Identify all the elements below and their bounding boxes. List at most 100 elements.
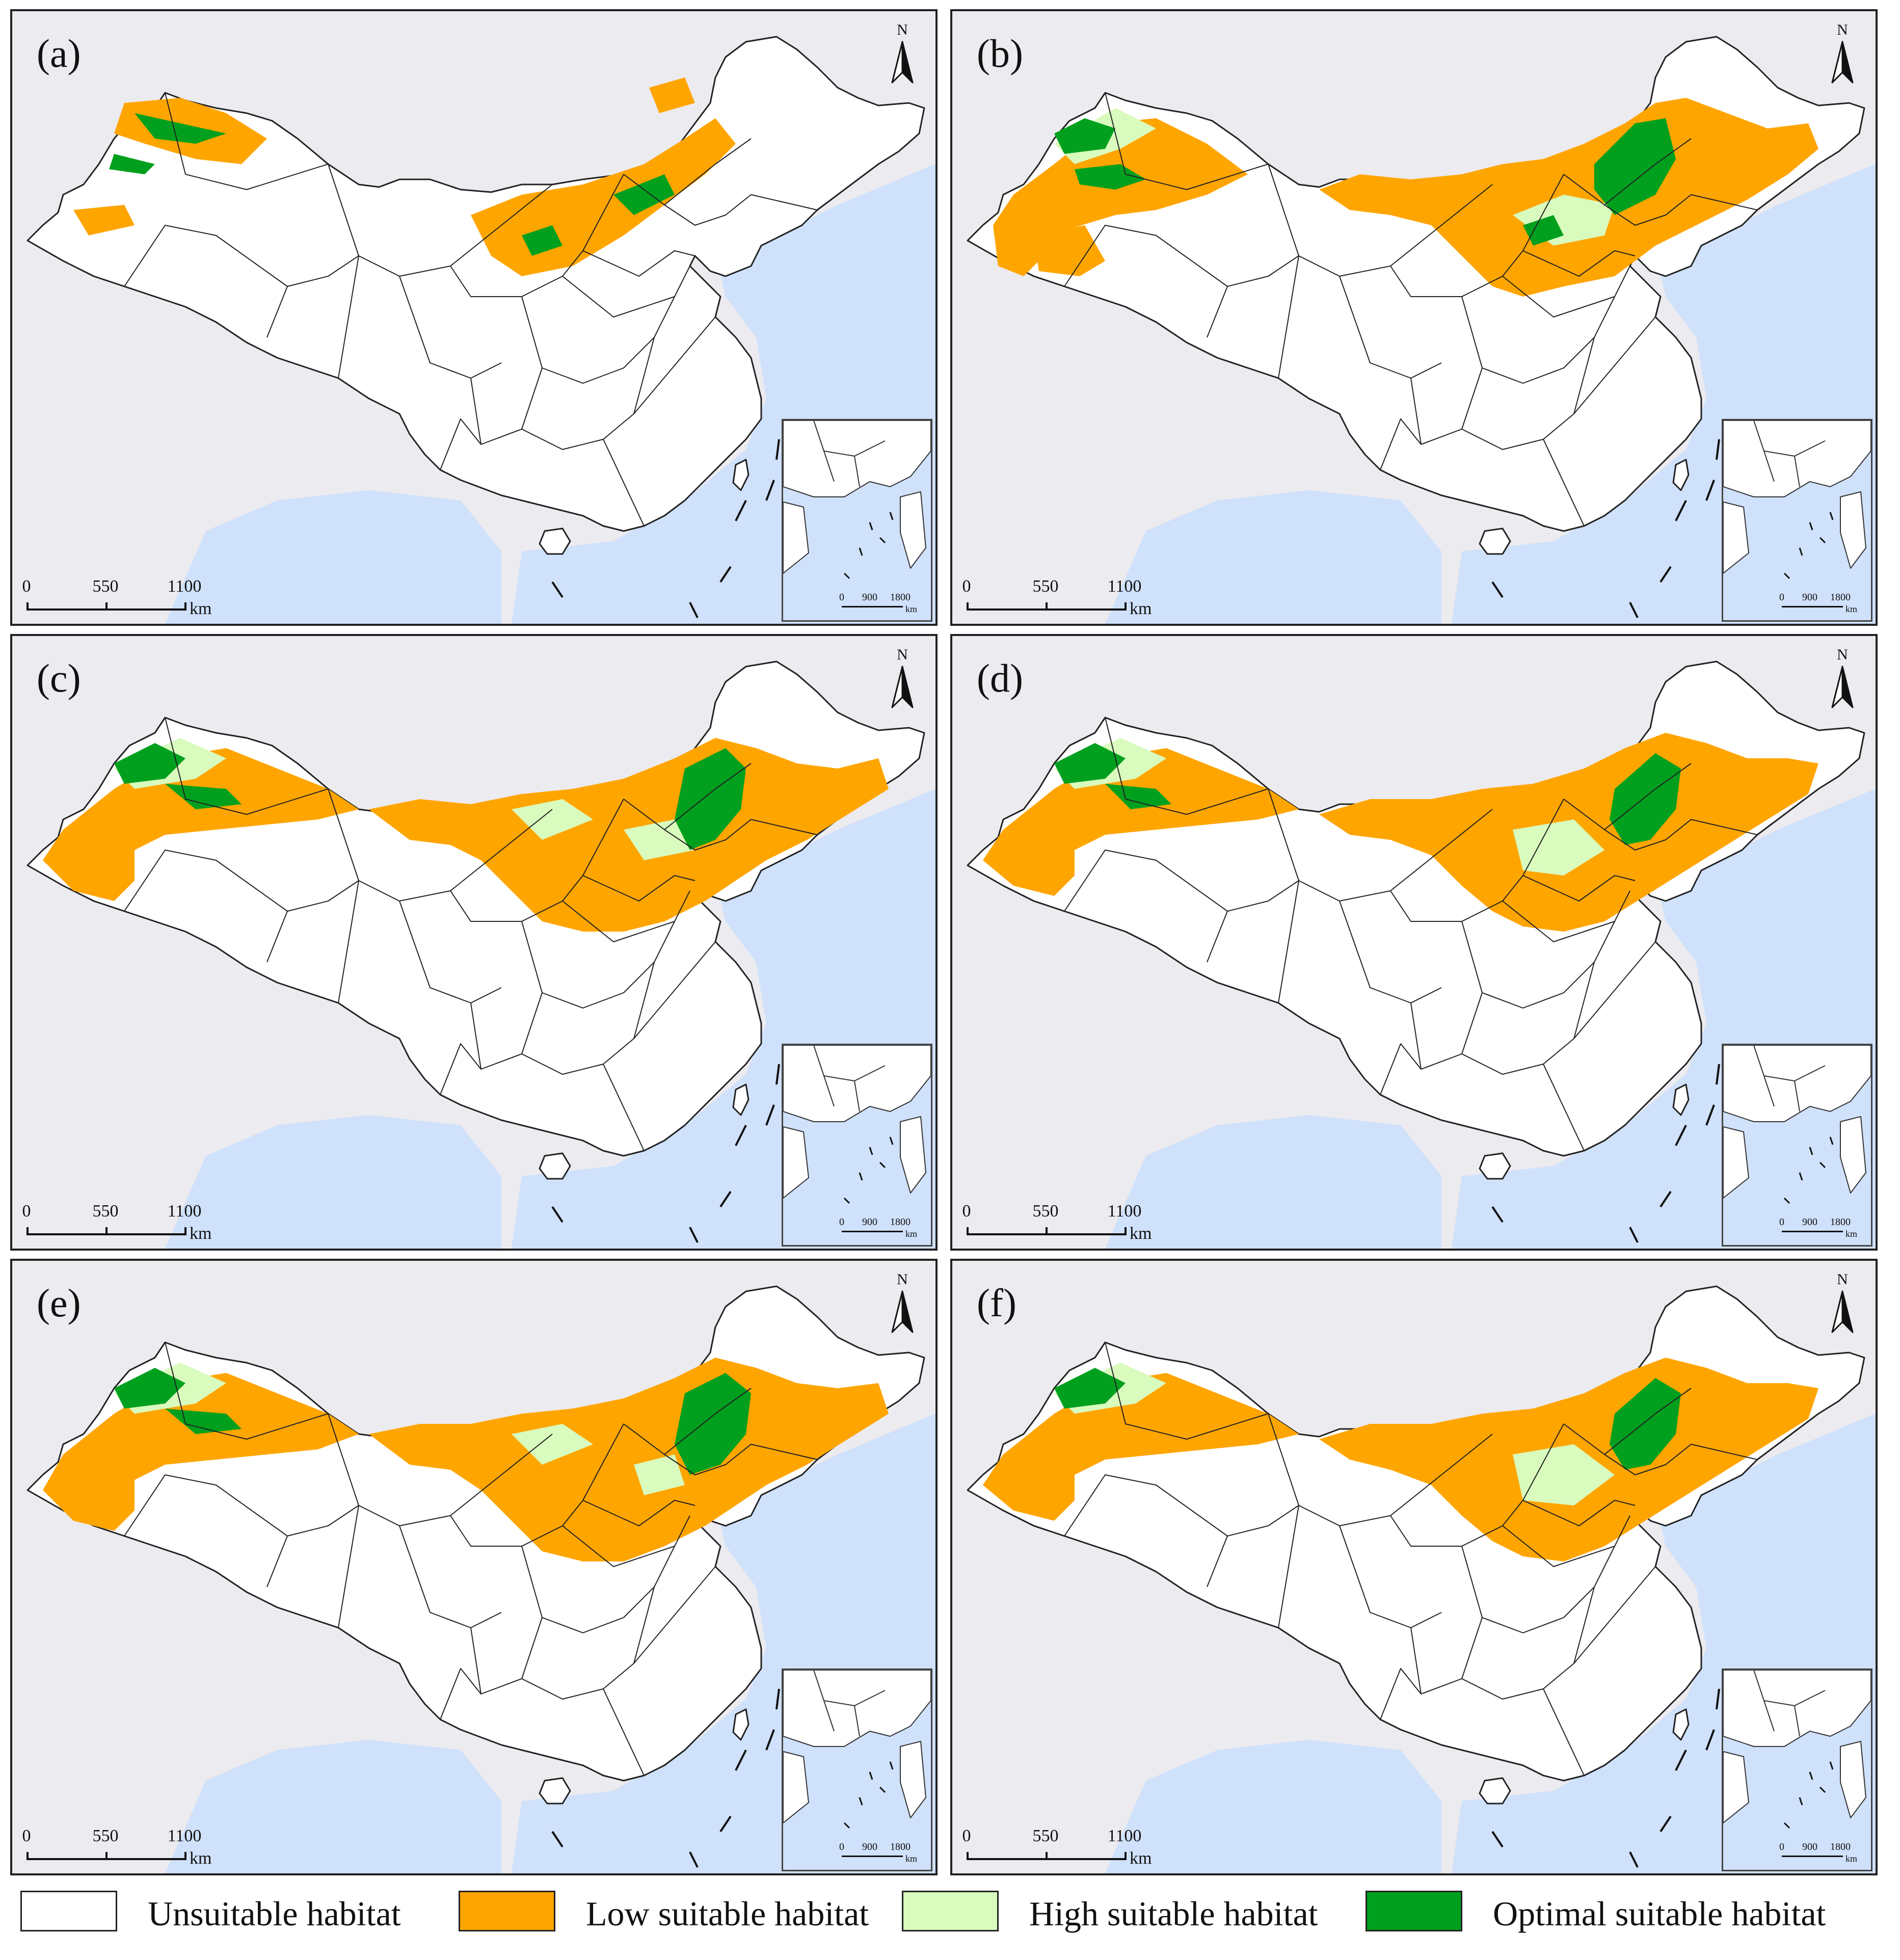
boundary-dash <box>1705 1104 1715 1126</box>
province-border <box>1390 1423 1564 1547</box>
inset-scale-line <box>1782 1231 1843 1232</box>
sea-shape <box>1105 490 1441 624</box>
inset-land <box>900 1741 926 1818</box>
map-panel-a: (a) N 0 550 1100 km 0 900 1800 km <box>10 9 938 626</box>
inset-boundary-dash <box>879 537 886 544</box>
province-border <box>1390 799 1564 922</box>
inset-scale-unit: km <box>1845 1229 1858 1239</box>
inset-land <box>783 501 809 574</box>
inset-boundary-dash <box>1783 1197 1790 1204</box>
province-border <box>1502 276 1615 317</box>
province-border <box>328 1413 553 1526</box>
province-border <box>633 941 716 1039</box>
boundary-dash <box>1716 1688 1720 1710</box>
china-map <box>26 36 935 624</box>
habitat-high <box>1513 819 1604 876</box>
boundary-dash <box>1629 1851 1639 1868</box>
province-border <box>1543 1064 1585 1151</box>
scale-tick-mark <box>1046 602 1048 611</box>
province-border <box>1064 225 1228 287</box>
scale-tick-label: 0 <box>962 577 971 596</box>
province-border <box>266 880 359 963</box>
map-panel-c: (c) N 0 550 1100 km 0 900 1800 km <box>10 634 938 1251</box>
inset-scale-tick-label: 900 <box>1802 1841 1817 1852</box>
boundary-dash <box>1675 1750 1687 1771</box>
inset-land <box>1723 1670 1871 1747</box>
boundary-dash <box>719 566 732 583</box>
south-china-sea-inset: 0 900 1800 km <box>1722 1668 1872 1871</box>
province-border <box>562 900 675 942</box>
north-arrow-icon: N <box>1825 21 1860 88</box>
north-arrow-icon: N <box>1825 646 1860 712</box>
habitat-opt <box>1610 1378 1681 1470</box>
province-border <box>1105 717 1269 815</box>
boundary-dash <box>719 1190 732 1208</box>
province-border <box>1502 900 1615 942</box>
scale-tick-label: 0 <box>22 577 31 596</box>
panel-label: (f) <box>977 1281 1016 1325</box>
inset-boundary-dash <box>859 1172 863 1181</box>
province-border <box>338 1505 359 1628</box>
province-border <box>266 255 359 338</box>
province-border <box>440 418 481 470</box>
scale-bar: 0 550 1100 km <box>22 1202 212 1248</box>
boundary-dash <box>689 602 699 618</box>
inset-land <box>1840 491 1866 569</box>
scale-tick-label: 1100 <box>1107 577 1142 596</box>
legend-swatch-unsuitable <box>20 1891 117 1931</box>
province-border <box>1573 941 1656 1039</box>
province-border <box>124 1474 288 1537</box>
north-letter: N <box>897 646 908 663</box>
legend-swatch-optimal <box>1366 1891 1462 1931</box>
province-border <box>521 890 690 1009</box>
inset-boundary-dash <box>1829 512 1834 520</box>
habitat-high <box>624 819 695 860</box>
inset-map <box>1723 1045 1871 1204</box>
province-border <box>521 266 690 384</box>
inset-land <box>900 1116 926 1194</box>
province-border <box>1563 799 1758 851</box>
habitat-low <box>369 1358 889 1561</box>
province-border <box>582 250 695 277</box>
arrow-right-half <box>1841 666 1854 708</box>
habitat-low <box>1034 225 1105 276</box>
habitat-low <box>43 1373 359 1531</box>
boundary-dash <box>735 1750 747 1771</box>
boundary-dash <box>1629 602 1639 618</box>
arrow-right-half <box>901 1290 914 1333</box>
boundary-dash <box>551 581 564 598</box>
inset-map <box>783 1045 931 1204</box>
boundary-dash <box>1660 566 1672 583</box>
inset-boundary-dash <box>1799 1172 1803 1181</box>
boundary-dash <box>551 1831 564 1848</box>
north-arrow-shape <box>891 41 914 84</box>
arrow-left-half <box>891 41 903 84</box>
china-map <box>967 1285 1876 1873</box>
habitat-low <box>43 748 359 901</box>
inset-boundary-dash <box>889 1136 894 1145</box>
habitat-high <box>1513 1444 1615 1505</box>
province-border <box>582 875 695 902</box>
scale-tick-label: 550 <box>1032 1826 1059 1845</box>
inset-scale-line <box>1782 1856 1843 1857</box>
south-china-sea-inset: 0 900 1800 km <box>1722 1044 1872 1247</box>
habitat-opt <box>613 174 675 215</box>
boundary-dash <box>765 1729 775 1751</box>
boundary-dash <box>1716 439 1720 460</box>
scale-bar: 0 550 1100 km <box>962 577 1152 623</box>
hainan-island <box>539 1152 571 1180</box>
inset-scale-bar: 0 900 1800 km <box>793 592 921 617</box>
province-border <box>521 337 655 450</box>
inset-boundary-dash <box>879 1786 886 1793</box>
inset-boundary-dash <box>1829 1136 1834 1145</box>
inset-boundary-dash <box>859 1797 863 1806</box>
inset-province-border <box>1753 420 1826 487</box>
province-border <box>1604 138 1692 205</box>
north-arrow-icon: N <box>885 646 920 712</box>
arrow-left-half <box>891 666 903 708</box>
province-border <box>440 1668 481 1720</box>
province-border <box>1604 763 1692 830</box>
hainan-island <box>1479 1152 1511 1180</box>
province-border <box>124 850 288 912</box>
boundary-dash <box>775 439 780 460</box>
